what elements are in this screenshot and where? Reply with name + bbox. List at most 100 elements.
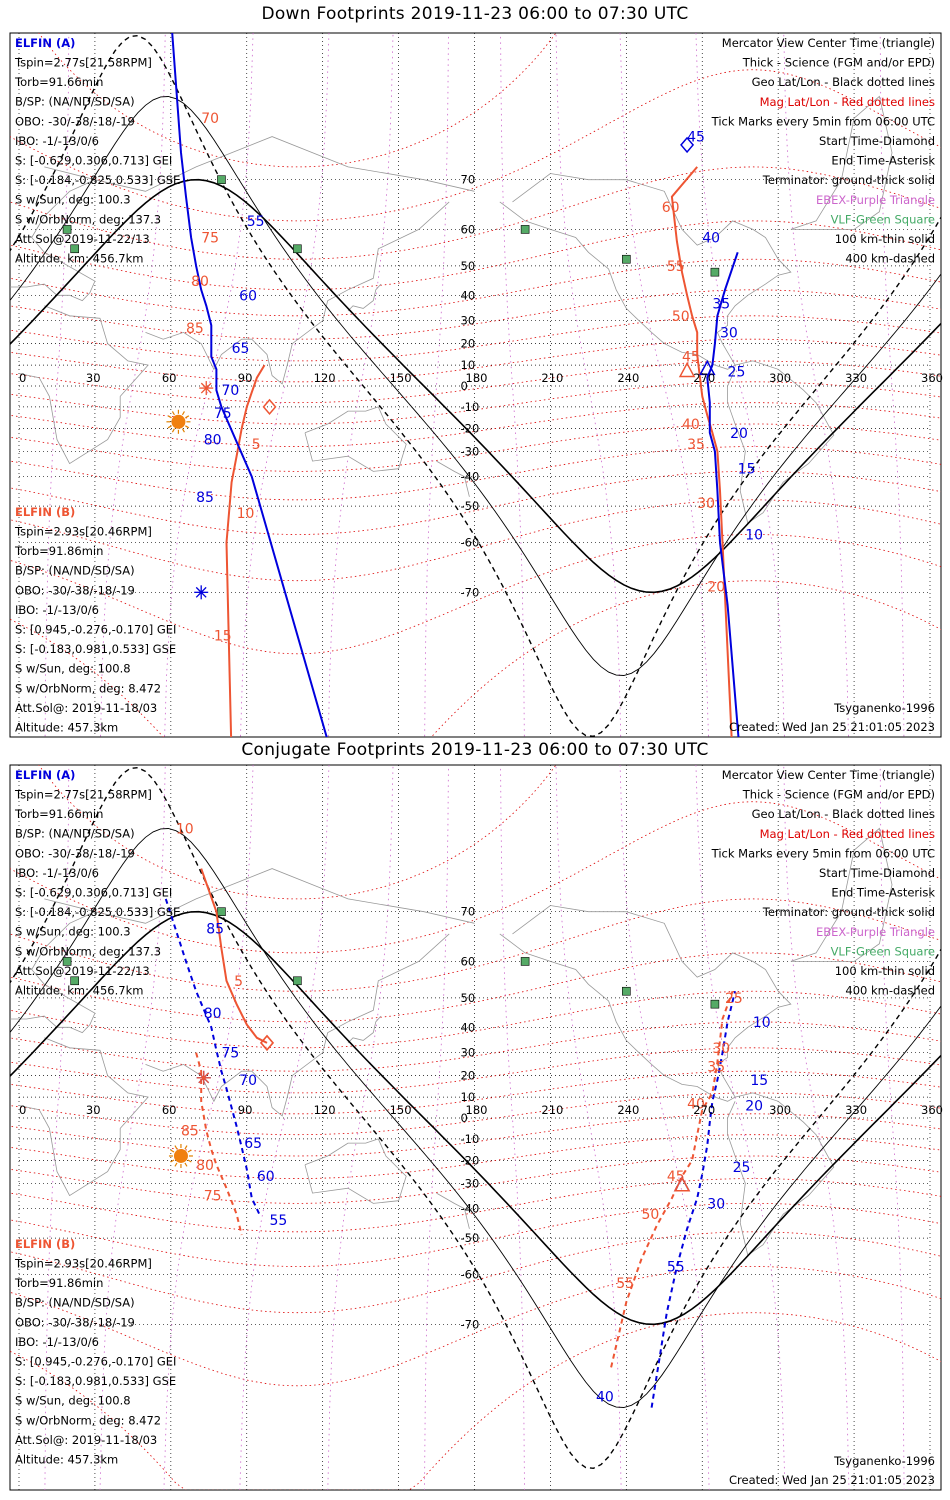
mag-lat-line xyxy=(10,338,941,383)
mag-lat-line xyxy=(10,580,941,737)
mag-lon-line xyxy=(695,33,785,737)
mag-lat-line xyxy=(38,33,557,168)
elfin-a-tick-label: 10 xyxy=(753,1015,771,1031)
coastline xyxy=(512,173,792,366)
mag-lon-line xyxy=(619,765,710,1490)
elfin-b-info-line: Att.Sol@: 2019-11-18/03 xyxy=(15,701,157,715)
terminator-ground xyxy=(10,910,941,1326)
elfin-b-info-line: S w/Sun, deg: 100.8 xyxy=(15,662,131,676)
vlf-station-square xyxy=(70,976,79,986)
elfin-a-info-line: S: [-0.629,0.306,0.713] GEI xyxy=(15,154,172,168)
elfin-a-tick-label: 65 xyxy=(232,341,250,357)
lon-tick-label: 90 xyxy=(238,1103,253,1117)
lat-tick-label: -60 xyxy=(461,536,480,550)
mag-lat-line xyxy=(10,499,941,582)
lon-tick-label: 330 xyxy=(845,1103,867,1117)
map-area: 8580757065605510152025305540105858075253… xyxy=(10,765,941,1490)
legend-ebex: EBEX-Purple Triangle xyxy=(816,193,935,207)
lat-tick-label: 40 xyxy=(461,288,476,302)
lat-tick-label: 70 xyxy=(461,173,476,187)
coastline xyxy=(512,905,792,1098)
elfin-a-tick-label: 55 xyxy=(667,1260,685,1276)
elfin-a-info-line: Torb=91.66min xyxy=(14,807,103,821)
elfin-a-tick-label: 80 xyxy=(204,433,222,449)
coastline xyxy=(10,911,96,1034)
mag-lat-line xyxy=(10,166,941,260)
elfin-b-info-line: Altitude: 457.3km xyxy=(15,1453,118,1467)
elfin-b-tick-label: 40 xyxy=(682,417,700,433)
mag-lon-line xyxy=(327,33,394,737)
mag-lon-line xyxy=(327,765,394,1490)
elfin-a-tick-label: 20 xyxy=(730,426,748,442)
sun-icon xyxy=(168,1143,193,1168)
elfin-b-info-line: S: [-0.183,0.981,0.533] GSE xyxy=(15,642,176,656)
elfin-a-info-line: Altitude, km: 456.7km xyxy=(15,984,143,998)
lat-tick-label: -20 xyxy=(461,1153,480,1167)
coastline xyxy=(347,283,382,312)
legend-term: Terminator: ground-thick solid xyxy=(762,905,935,919)
lon-tick-label: 60 xyxy=(162,1103,177,1117)
coastline xyxy=(304,1138,407,1204)
elfin-a-tick-label: 55 xyxy=(247,214,265,230)
mag-lat-line xyxy=(10,1134,941,1180)
mag-lon-line xyxy=(164,33,254,737)
vlf-station-square xyxy=(217,175,226,184)
lon-tick-label: 30 xyxy=(86,371,101,385)
coastline xyxy=(790,95,893,230)
terminator-ground xyxy=(10,178,941,594)
map-frame xyxy=(9,764,942,1491)
vlf-station-square xyxy=(622,986,631,996)
mag-lon-line xyxy=(99,765,166,1490)
legend-ticks: Tick Marks every 5min from 06:00 UTC xyxy=(711,114,935,128)
vlf-station-square xyxy=(217,907,226,916)
legend-geo: Geo Lat/Lon - Black dotted lines xyxy=(752,75,935,89)
elfin-b-info-line: Altitude: 457.3km xyxy=(15,721,118,735)
elfin-b-tick-label: 80 xyxy=(191,274,209,290)
mag-lat-line xyxy=(10,289,941,340)
elfin-a-track xyxy=(164,898,261,1215)
vlf-station-square xyxy=(293,976,302,986)
mag-lat-line xyxy=(10,952,941,1023)
elfin-b-track xyxy=(225,364,266,737)
elfin-a-tick-label: 60 xyxy=(257,1169,275,1185)
mag-lon-line xyxy=(163,765,254,1490)
elfin-a-tick-label: 30 xyxy=(707,1196,725,1212)
elfin-b-info-line: S w/OrbNorm, deg: 8.472 xyxy=(15,681,161,695)
elfin-b-info-line: IBO: -1/-13/0/6 xyxy=(15,1335,99,1349)
elfin-a-info-line: IBO: -1/-13/0/6 xyxy=(15,866,99,880)
mag-lon-line xyxy=(239,765,330,1490)
elfin-a-info-line: S w/OrbNorm, deg: 137.3 xyxy=(15,212,161,226)
elfin-b-track xyxy=(610,990,734,1368)
lat-tick-label: 50 xyxy=(461,991,476,1005)
lon-tick-label: 150 xyxy=(390,1103,412,1117)
legend-ticks: Tick Marks every 5min from 06:00 UTC xyxy=(711,846,935,860)
elfin-a-tick-label: 85 xyxy=(196,490,214,506)
mag-lat-line xyxy=(10,69,941,222)
lat-tick-label: -20 xyxy=(461,421,480,435)
mag-lat-line xyxy=(10,315,941,362)
elfin-a-tick-label: 70 xyxy=(221,383,239,399)
legend-term: Terminator: ground-thick solid xyxy=(762,173,935,187)
elfin-b-info-line: OBO: -30/-38/-18/-19 xyxy=(15,583,135,597)
lon-tick-label: 150 xyxy=(390,371,412,385)
lon-tick-label: 210 xyxy=(541,371,563,385)
lat-tick-label: 50 xyxy=(461,259,476,273)
lat-tick-label: 20 xyxy=(461,1069,476,1083)
legend-mag: Mag Lat/Lon - Red dotted lines xyxy=(760,95,935,109)
end-asterisk xyxy=(196,1070,211,1085)
elfin-b-tick-label: 80 xyxy=(196,1158,214,1174)
lat-tick-label: -30 xyxy=(461,1176,480,1190)
lon-tick-label: 0 xyxy=(19,1103,26,1117)
map-panel-down: 55 60 65 70 75 80 85 45 40 35 30 25 20 15 10 5 70 75 80 85 5… xyxy=(9,32,943,738)
lon-tick-label: 330 xyxy=(845,371,867,385)
elfin-a-tick-label: 20 xyxy=(745,1099,763,1115)
mag-lon-line xyxy=(619,33,709,737)
elfin-a-info-line: S: [-0.629,0.306,0.713] GEI xyxy=(15,886,172,900)
mag-lon-line xyxy=(555,765,622,1490)
elfin-b-tick-label: 25 xyxy=(725,991,743,1007)
elfin-a-info-line: OBO: -30/-38/-18/-19 xyxy=(15,114,135,128)
lat-tick-label: -70 xyxy=(461,585,480,599)
elfin-b-title: ELFIN (B) xyxy=(15,505,75,519)
elfin-a-info-line: Tspin=2.77s[21.58RPM] xyxy=(14,788,152,802)
